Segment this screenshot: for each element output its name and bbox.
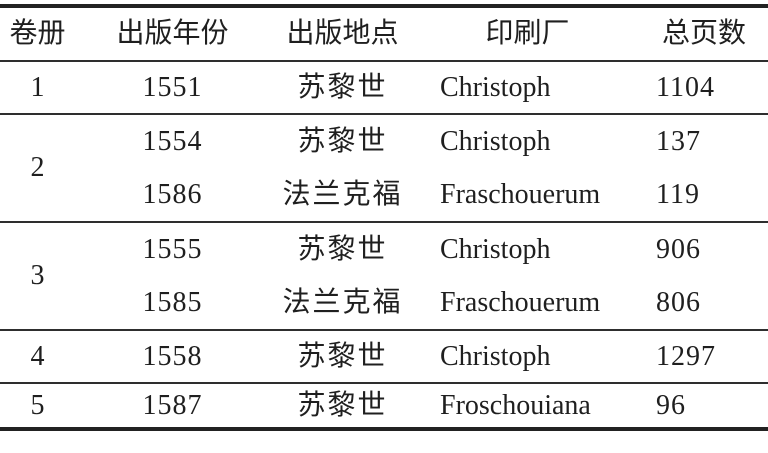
table-row: 1586 法兰克福 Fraschouerum 119 xyxy=(0,168,768,222)
cell-printer: Fraschouerum xyxy=(440,286,601,318)
cell-printer: Christoph xyxy=(440,233,551,265)
header-printer: 印刷厂 xyxy=(485,18,570,49)
table-row: 5 1587 苏黎世 Froschouiana 96 xyxy=(0,383,768,429)
cell-pages: 137 xyxy=(656,125,701,157)
cell-volume: 4 xyxy=(30,340,45,372)
cell-year: 1558 xyxy=(142,340,203,372)
cell-place: 苏黎世 xyxy=(297,71,388,103)
table-row: 1 1551 苏黎世 Christoph 1104 xyxy=(0,61,768,114)
cell-volume: 1 xyxy=(30,71,45,103)
cell-place: 苏黎世 xyxy=(297,125,388,157)
cell-year: 1586 xyxy=(142,178,203,210)
cell-place: 法兰克福 xyxy=(282,286,403,318)
header-year: 出版年份 xyxy=(116,18,229,49)
header-pages: 总页数 xyxy=(661,18,746,49)
cell-printer: Christoph xyxy=(440,125,551,157)
cell-pages: 1104 xyxy=(656,71,715,103)
cell-pages: 906 xyxy=(656,233,701,265)
cell-printer: Christoph xyxy=(440,71,551,103)
cell-volume: 5 xyxy=(30,389,45,421)
cell-place: 苏黎世 xyxy=(297,389,388,421)
cell-volume: 3 xyxy=(30,260,45,291)
table-row: 1585 法兰克福 Fraschouerum 806 xyxy=(0,276,768,330)
cell-pages: 806 xyxy=(656,286,701,318)
cell-pages: 1297 xyxy=(656,340,716,372)
cell-year: 1587 xyxy=(142,389,203,421)
header-place: 出版地点 xyxy=(286,18,399,49)
cell-year: 1551 xyxy=(142,71,203,103)
table-row: 3 1555 苏黎世 Christoph 906 xyxy=(0,222,768,290)
header-row: 卷册 出版年份 出版地点 印刷厂 总页数 xyxy=(0,6,768,61)
cell-printer: Froschouiana xyxy=(440,389,591,421)
cell-printer: Fraschouerum xyxy=(440,178,601,210)
cell-pages: 96 xyxy=(656,389,686,421)
cell-printer: Christoph xyxy=(440,340,551,372)
cell-year: 1555 xyxy=(142,233,203,265)
table-row: 2 1554 苏黎世 Christoph 137 xyxy=(0,114,768,182)
cell-place: 苏黎世 xyxy=(297,340,388,372)
table-row: 4 1558 苏黎世 Christoph 1297 xyxy=(0,330,768,383)
cell-pages: 119 xyxy=(656,178,700,210)
cell-place: 苏黎世 xyxy=(297,233,388,265)
publication-table: 卷册 出版年份 出版地点 印刷厂 总页数 1 1551 苏黎世 Christop… xyxy=(0,4,768,431)
header-volume: 卷册 xyxy=(9,18,66,49)
cell-place: 法兰克福 xyxy=(282,178,403,210)
cell-volume: 2 xyxy=(30,152,45,183)
cell-year: 1585 xyxy=(142,286,203,318)
cell-year: 1554 xyxy=(142,125,203,157)
